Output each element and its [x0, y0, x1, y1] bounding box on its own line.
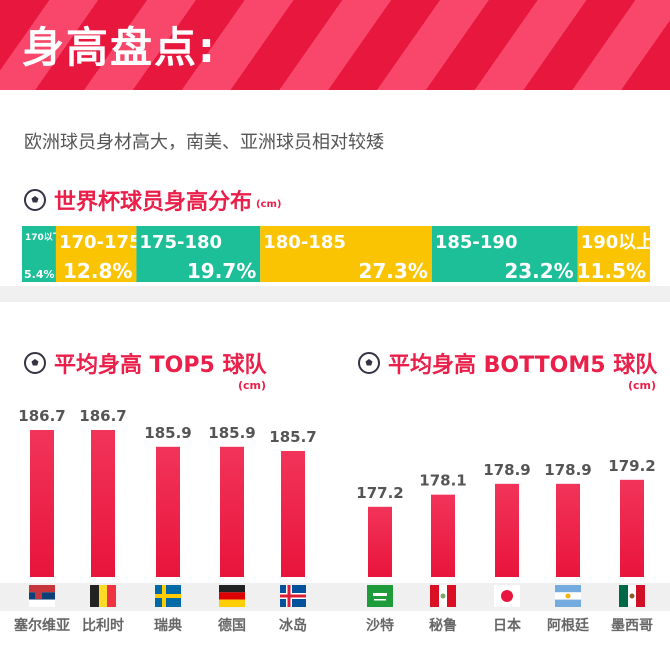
- segment-value-label: 11.5%: [577, 259, 646, 282]
- segment-category-label: 180-185: [263, 232, 346, 253]
- unit-label: (cm): [256, 198, 282, 210]
- peru-flag-icon: [430, 585, 456, 607]
- distribution-title: 世界杯球员身高分布 (cm): [24, 184, 282, 216]
- team-name-label: 比利时: [82, 618, 124, 634]
- distribution-segment: [55, 226, 137, 282]
- bar: [156, 446, 180, 577]
- segment-category-label: 185-190: [435, 232, 518, 253]
- distribution-segment: [22, 226, 56, 282]
- bar-value-label: 186.7: [79, 407, 126, 425]
- bar: [431, 494, 455, 577]
- page-title: 身高盘点:: [22, 23, 217, 72]
- bar: [368, 506, 392, 577]
- soccer-ball-icon: [24, 189, 46, 211]
- unit-label: (cm): [628, 379, 657, 392]
- team-name-label: 瑞典: [154, 618, 182, 634]
- segment-category-label: 170-175: [59, 232, 142, 253]
- segment-category-label: 175-180: [139, 232, 222, 253]
- segment-value-label: 5.4%: [24, 268, 55, 281]
- bar: [495, 483, 519, 577]
- distribution-segment: [431, 226, 578, 282]
- japan-flag-icon: [494, 585, 520, 607]
- belgium-flag-icon: [90, 585, 116, 607]
- mexico-flag-icon: [619, 585, 645, 607]
- segment-value-label: 23.2%: [504, 259, 573, 282]
- argentina-flag-icon: [555, 585, 581, 607]
- team-name-label: 德国: [218, 618, 246, 634]
- segment-category-label: 170以下: [25, 232, 62, 243]
- bar: [91, 430, 115, 577]
- bar-value-label: 185.9: [144, 424, 191, 442]
- bar: [30, 430, 54, 577]
- team-name-label: 塞尔维亚: [14, 618, 70, 634]
- team-name-label: 日本: [493, 618, 521, 634]
- team-name-label: 秘鲁: [429, 618, 457, 634]
- distribution-segment: [260, 226, 432, 282]
- team-name-label: 墨西哥: [611, 618, 653, 634]
- segment-value-label: 19.7%: [187, 259, 256, 282]
- serbia-flag-icon: [29, 585, 55, 607]
- bar-value-label: 179.2: [608, 457, 655, 475]
- segment-value-label: 27.3%: [358, 259, 427, 282]
- divider: [0, 286, 670, 302]
- bar-value-label: 186.7: [18, 407, 65, 425]
- bar-value-label: 185.9: [208, 424, 255, 442]
- distribution-segment: [136, 226, 261, 282]
- bar-value-label: 185.7: [269, 428, 316, 446]
- bar: [220, 446, 244, 577]
- distribution-bar: 170以下 5.4% 170-175 12.8% 175-180 19.7% 180-185…: [22, 226, 650, 282]
- unit-label: (cm): [238, 379, 267, 392]
- chart-title: 平均身高 TOP5 球队: [54, 353, 267, 378]
- iceland-flag-icon: [280, 585, 306, 607]
- bar-value-label: 178.9: [483, 461, 530, 479]
- team-name-label: 沙特: [366, 618, 394, 634]
- bar-value-label: 178.1: [419, 472, 466, 490]
- bar: [620, 479, 644, 577]
- bar: [556, 483, 580, 577]
- segment-category-label: 190以上: [581, 232, 650, 253]
- bar-value-label: 178.9: [544, 461, 591, 479]
- distribution-segment: [577, 226, 650, 282]
- header-banner: 身高盘点:: [0, 0, 670, 90]
- sweden-flag-icon: [155, 585, 181, 607]
- team-name-label: 冰岛: [279, 618, 307, 634]
- germany-flag-icon: [219, 585, 245, 607]
- bottom5-title: 平均身高 BOTTOM5 球队: [358, 347, 657, 379]
- subtitle: 欧洲球员身材高大，南美、亚洲球员相对较矮: [24, 132, 384, 153]
- segment-value-label: 12.8%: [63, 259, 132, 282]
- soccer-ball-icon: [24, 352, 46, 374]
- saudi-arabia-flag-icon: [367, 585, 393, 607]
- chart-title: 世界杯球员身高分布: [54, 190, 253, 215]
- bar-value-label: 177.2: [356, 484, 403, 502]
- team-name-label: 阿根廷: [547, 618, 589, 634]
- chart-title: 平均身高 BOTTOM5 球队: [388, 353, 658, 378]
- bar: [281, 451, 305, 577]
- top5-title: 平均身高 TOP5 球队: [24, 347, 266, 379]
- soccer-ball-icon: [358, 352, 380, 374]
